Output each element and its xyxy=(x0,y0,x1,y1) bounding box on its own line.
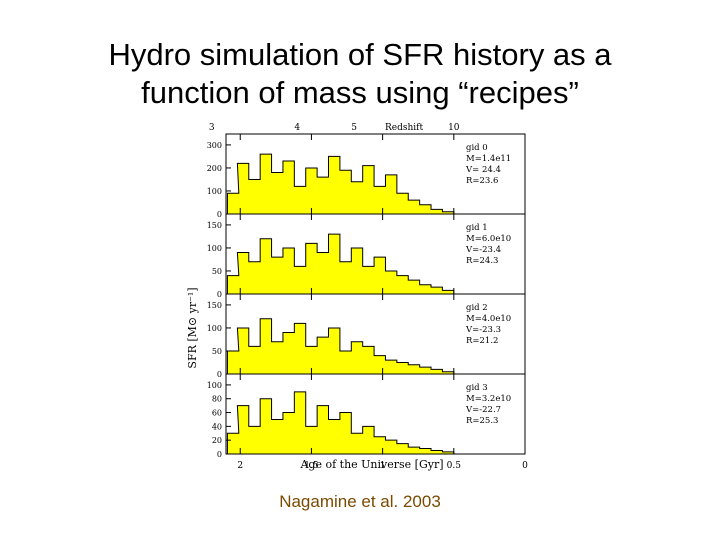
slide-title-line-2: function of mass using “recipes” xyxy=(141,75,579,110)
y-tick-label: 0 xyxy=(217,210,222,219)
citation: Nagamine et al. 2003 xyxy=(279,492,441,511)
x-tick-label: 1.5 xyxy=(304,461,319,471)
sfr-series-area-1 xyxy=(226,233,455,295)
y-tick-label: 150 xyxy=(207,221,222,230)
x-tick-label: 2 xyxy=(237,461,243,471)
y-tick-label: 50 xyxy=(212,267,222,276)
y-tick-label: 0 xyxy=(217,290,222,299)
y-tick-label: 100 xyxy=(207,187,222,196)
x-tick-label: 0 xyxy=(522,461,528,471)
galaxy-label: R=21.2 xyxy=(466,336,498,346)
y-tick-label: 150 xyxy=(207,301,222,310)
y-tick-label: 50 xyxy=(212,347,222,356)
x-axis-label: Age of the Universe [Gyr] xyxy=(299,458,443,471)
y-tick-label: 40 xyxy=(212,422,222,431)
y-tick-label: 100 xyxy=(207,324,222,333)
galaxy-label: V=-23.4 xyxy=(465,245,501,255)
galaxy-label: R=24.3 xyxy=(466,256,498,266)
y-tick-label: 80 xyxy=(212,395,222,404)
slide-title: Hydro simulation of SFR history as a fun… xyxy=(0,36,720,112)
y-tick-label: 60 xyxy=(212,409,222,418)
y-tick-label: 200 xyxy=(207,164,222,173)
galaxy-label: R=23.6 xyxy=(466,176,498,186)
sfr-series-area-2 xyxy=(226,318,455,375)
galaxy-label: M=1.4e11 xyxy=(466,154,511,164)
y-tick-label: 0 xyxy=(217,370,222,379)
y-tick-label: 0 xyxy=(217,450,222,459)
x-tick-label: 0.5 xyxy=(447,461,462,471)
slide-title-line-1: Hydro simulation of SFR history as a xyxy=(108,37,612,72)
redshift-tick-label: 5 xyxy=(351,123,357,133)
galaxy-label: gid 2 xyxy=(466,303,488,313)
redshift-tick-label: 10 xyxy=(448,123,460,133)
panel-frame xyxy=(225,373,526,455)
top-axis-label: Redshift xyxy=(385,123,423,133)
x-tick-label: 1 xyxy=(380,461,386,471)
redshift-tick-label: 3 xyxy=(209,123,215,133)
y-tick-label: 100 xyxy=(207,244,222,253)
galaxy-label: M=4.0e10 xyxy=(466,314,511,324)
galaxy-label: M=6.0e10 xyxy=(466,234,511,244)
galaxy-label: V=-23.3 xyxy=(465,325,501,335)
y-axis-label: SFR [M⊙ yr⁻¹] xyxy=(186,287,199,368)
sfr-series-area-0 xyxy=(226,153,455,215)
galaxy-label: R=25.3 xyxy=(466,416,498,426)
y-tick-label: 20 xyxy=(212,436,222,445)
redshift-tick-label: 4 xyxy=(294,123,300,133)
y-tick-label: 300 xyxy=(207,141,222,150)
galaxy-label: V=-22.7 xyxy=(465,405,501,415)
sfr-series-area-3 xyxy=(226,391,455,455)
galaxy-label: gid 0 xyxy=(466,143,488,153)
galaxy-label: V= 24.4 xyxy=(465,165,501,175)
galaxy-label: M=3.2e10 xyxy=(466,394,511,404)
y-tick-label: 100 xyxy=(207,381,222,390)
galaxy-label: gid 1 xyxy=(466,223,488,233)
galaxy-label: gid 3 xyxy=(466,383,488,393)
